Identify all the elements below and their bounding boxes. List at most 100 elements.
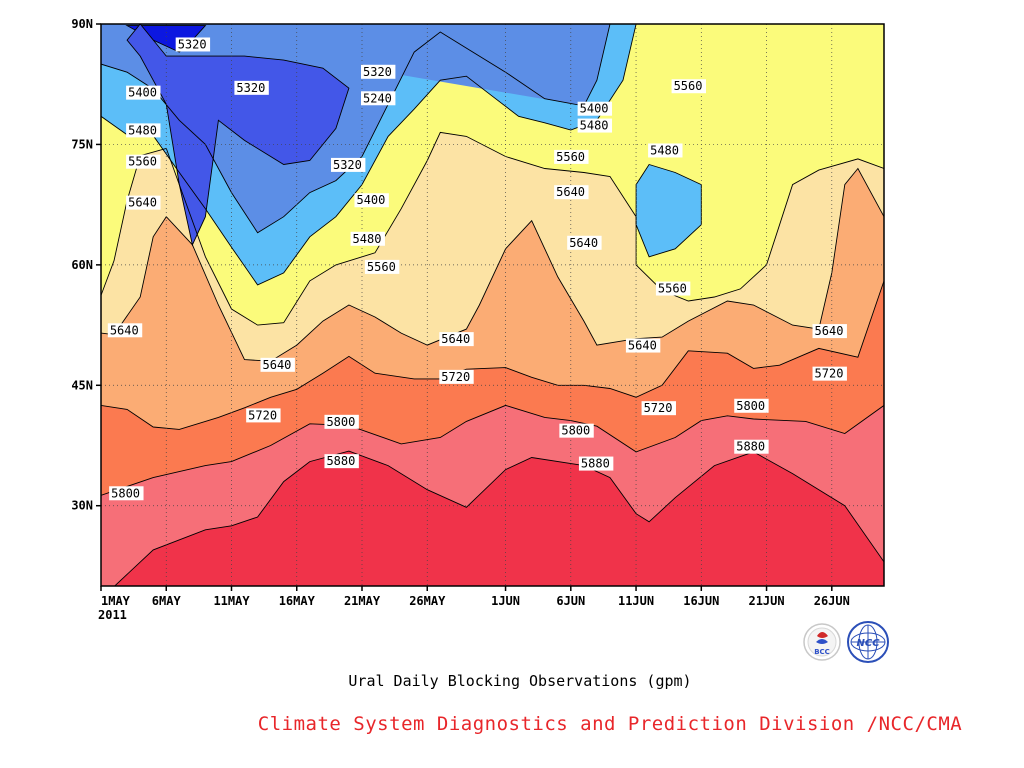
contour-label: 5880 [324,454,359,469]
contour-line-5880 [114,450,884,586]
contour-label: 5560 [554,149,589,164]
contour-label: 5320 [361,64,396,79]
contour-label-bg [324,454,359,469]
contour-label: 5240 [361,91,396,106]
closed-contour-5320 [126,24,350,247]
contour-label-bg [260,357,295,372]
contour-label-bg [126,123,161,138]
contour-label: 5800 [109,486,144,501]
bcc-logo: BCC [803,623,841,661]
contour-label-text: 5400 [128,86,157,100]
x-tick-label: 6JUN [556,594,585,608]
closed-contour-5480 [635,163,702,258]
contour-label-text: 5640 [263,358,292,372]
contour-label-bg [734,439,769,454]
contour-label-bg [625,338,661,353]
contour-label-text: 5720 [644,401,673,415]
contour-label-text: 5640 [110,323,139,337]
contour-label: 5320 [330,157,366,172]
contour-label: 5480 [126,123,161,138]
contour-label: 5640 [567,235,602,250]
contour-label-bg [577,101,613,116]
contour-label-bg [324,414,359,429]
svg-text:NCC: NCC [856,638,880,649]
contour-label-bg [107,323,143,338]
contour-label-text: 5640 [815,324,844,338]
contour-label-bg [175,37,211,52]
contour-label-text: 5880 [581,457,610,471]
contour-label: 5720 [246,408,281,423]
x-tick-label: 11MAY [213,594,250,608]
svg-text:BCC: BCC [814,648,830,656]
contour-label-text: 5800 [111,486,140,500]
contour-label-bg [578,456,614,471]
contour-label: 5640 [126,195,161,210]
contour-label-text: 5320 [333,158,362,172]
contour-label-text: 5640 [128,196,157,210]
contour-label-bg [812,324,847,339]
contour-label-text: 5560 [367,260,396,274]
contour-label-text: 5720 [248,408,277,422]
contour-label-bg [350,231,385,246]
x-tick-label: 11JUN [618,594,654,608]
contour-label-text: 5400 [356,193,385,207]
contour-label-text: 5640 [441,332,470,346]
contour-label-bg [439,369,474,384]
x-tick-label: 6MAY [152,594,182,608]
contour-label: 5480 [577,118,613,133]
contour-label-text: 5800 [736,399,765,413]
ncc-logo: NCC [847,621,889,663]
contour-label-bg [126,85,161,100]
contour-label: 5640 [439,332,474,347]
contour-label-text: 5800 [561,424,590,438]
contour-label: 5640 [260,357,295,372]
contour-line-5560 [101,131,884,326]
contour-label-text: 5640 [569,236,598,250]
chart-credit: Climate System Diagnostics and Predictio… [257,713,963,735]
y-tick-label: 90N [71,17,93,31]
contour-label: 5640 [625,338,661,353]
contour-label-text: 5800 [326,415,355,429]
contour-label-bg [109,486,144,501]
contour-label-text: 5880 [736,440,765,454]
contour-label: 5640 [107,323,143,338]
contour-label: 5720 [812,366,847,381]
contour-label-bg [126,154,161,169]
contour-label-bg [234,80,269,95]
plot-frame [100,23,885,587]
y-tick-label: 75N [71,137,93,151]
contour-label: 5320 [234,80,269,95]
contour-label-text: 5480 [650,143,679,157]
x-year-label: 2011 [98,608,127,622]
contour-label-bg [812,366,847,381]
contour-label: 5480 [350,231,385,246]
x-tick-label: 26JUN [814,594,850,608]
contour-label-bg [330,157,366,172]
contour-label: 5560 [364,259,400,274]
contour-label-text: 5480 [128,123,157,137]
x-tick-label: 1JUN [491,594,520,608]
contour-label-bg [439,332,474,347]
contour-label: 5880 [578,456,614,471]
contour-label-text: 5640 [628,339,657,353]
contour-label: 5720 [641,401,676,416]
band-fill-upper [101,24,610,106]
contour-label-bg [734,398,769,413]
contour-label: 5320 [175,37,211,52]
contour-label-bg [554,185,589,200]
contour-label-bg [559,423,594,438]
contour-label-bg [577,118,613,133]
contour-label: 5640 [554,185,589,200]
contour-label: 5400 [126,85,161,100]
x-tick-label: 16JUN [683,594,719,608]
contour-label-text: 5320 [178,37,207,51]
contour-label-bg [641,401,676,416]
contour-label: 5560 [655,281,691,296]
y-tick-label: 30N [71,499,93,513]
contour-label: 5400 [577,101,613,116]
contour-label-bg [361,91,396,106]
contour-label-bg [361,64,396,79]
contour-label-text: 5320 [236,81,265,95]
logo-group: BCC NCC [803,621,889,663]
contour-label-text: 5560 [128,155,157,169]
